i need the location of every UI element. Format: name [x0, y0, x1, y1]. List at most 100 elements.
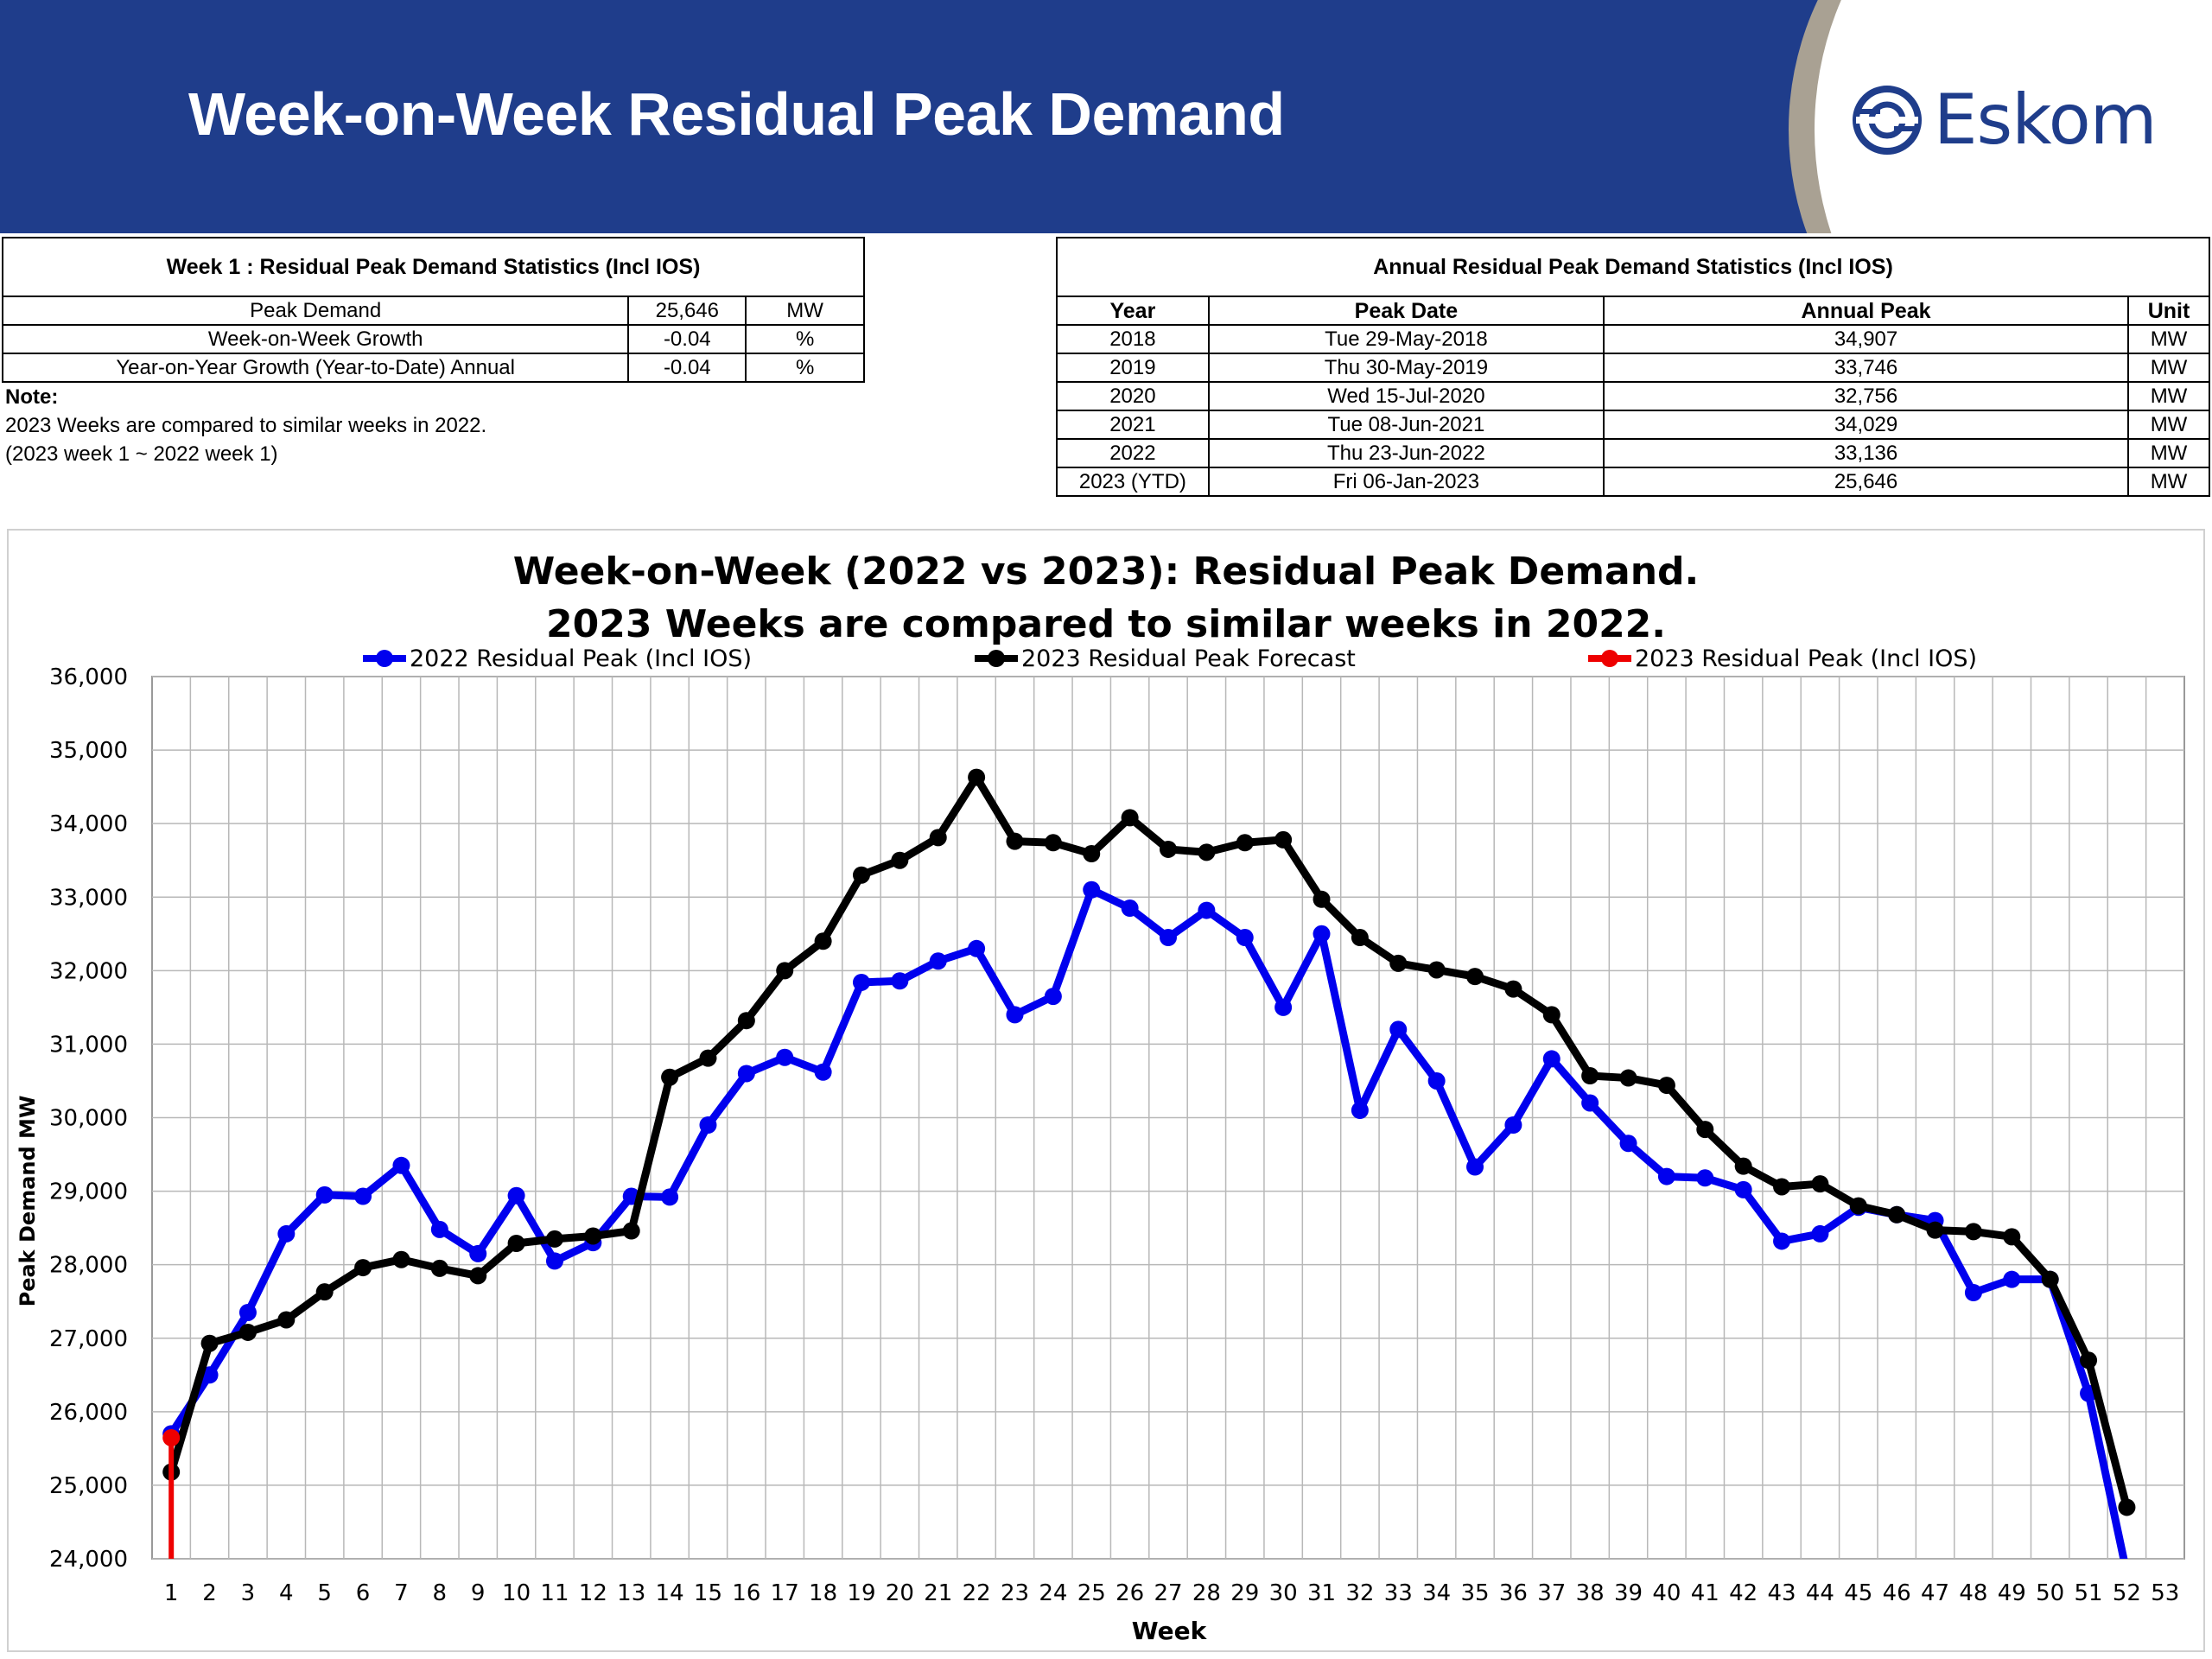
header-bar: Week-on-Week Residual Peak Demand Eskom: [0, 0, 2212, 233]
x-tick-label: 15: [694, 1580, 722, 1606]
year-cell: 2018: [1056, 324, 1210, 354]
data-point-2022: [1274, 998, 1293, 1016]
eskom-logo: Eskom: [1851, 79, 2158, 160]
data-point-2023-forecast: [1427, 961, 1446, 979]
x-tick-label: 19: [847, 1580, 875, 1606]
date-cell: Tue 29-May-2018: [1207, 324, 1605, 354]
chart-title-line-2: 2023 Weeks are compared to similar weeks…: [546, 602, 1666, 646]
data-point-2022: [277, 1224, 296, 1243]
unit-cell: MW: [2127, 467, 2210, 497]
data-point-2023-forecast: [200, 1334, 219, 1352]
y-tick-label: 34,000: [49, 811, 128, 837]
year-cell: 2023 (YTD): [1056, 467, 1210, 497]
data-point-2023-actual: [162, 1428, 181, 1446]
x-tick-label: 23: [1001, 1580, 1029, 1606]
table-row: 2018 Tue 29-May-2018 34,907 MW: [1056, 324, 2210, 354]
data-point-2023-forecast: [315, 1283, 334, 1301]
data-point-2022: [1389, 1020, 1408, 1039]
year-cell: 2021: [1056, 410, 1210, 440]
data-point-2022: [1006, 1006, 1024, 1024]
column-header: Annual Peak: [1603, 296, 2130, 326]
stat-unit: %: [745, 324, 865, 354]
peak-cell: 34,907: [1603, 324, 2130, 354]
x-tick-label: 45: [1844, 1580, 1872, 1606]
stat-label: Peak Demand: [1, 296, 630, 326]
x-tick-label: 26: [1116, 1580, 1144, 1606]
column-header: Peak Date: [1207, 296, 1605, 326]
data-point-2022: [1044, 988, 1062, 1006]
date-cell: Thu 30-May-2019: [1207, 353, 1605, 383]
data-point-2022: [1619, 1135, 1637, 1153]
y-tick-label: 30,000: [49, 1106, 128, 1132]
data-point-2023-forecast: [776, 962, 794, 980]
peak-cell: 33,746: [1603, 353, 2130, 383]
data-point-2023-forecast: [1581, 1067, 1599, 1085]
data-point-2022: [1657, 1167, 1675, 1185]
x-tick-label: 32: [1345, 1580, 1374, 1606]
data-point-2023-forecast: [1849, 1197, 1867, 1215]
x-tick-label: 22: [963, 1580, 991, 1606]
stat-value: 25,646: [627, 296, 747, 326]
data-point-2023-forecast: [1619, 1069, 1637, 1087]
y-axis-label: Peak Demand MW: [16, 1096, 40, 1307]
x-tick-label: 13: [617, 1580, 645, 1606]
data-point-2023-forecast: [1351, 929, 1369, 947]
data-point-2022: [661, 1188, 679, 1206]
x-tick-label: 44: [1806, 1580, 1834, 1606]
note-line-2: (2023 week 1 ~ 2022 week 1): [5, 442, 278, 466]
data-point-2022: [238, 1303, 257, 1321]
table-row: 2021 Tue 08-Jun-2021 34,029 MW: [1056, 410, 2210, 440]
series-line-2022: [168, 886, 2128, 1559]
unit-cell: MW: [2127, 353, 2210, 383]
column-header: Year: [1056, 296, 1210, 326]
eskom-emblem-icon: [1853, 85, 1922, 155]
x-tick-label: 53: [2151, 1580, 2179, 1606]
x-tick-label: 38: [1576, 1580, 1605, 1606]
x-tick-label: 33: [1384, 1580, 1413, 1606]
chart-frame: [7, 529, 2205, 1652]
date-cell: Wed 15-Jul-2020: [1207, 381, 1605, 411]
data-point-2023-forecast: [1198, 843, 1216, 861]
data-point-2023-forecast: [1236, 834, 1254, 852]
x-tick-label: 4: [279, 1580, 294, 1606]
data-point-2022: [737, 1065, 755, 1083]
data-point-2023-forecast: [1083, 845, 1101, 863]
table-header-row: Year Peak Date Annual Peak Unit: [1056, 296, 2210, 326]
data-point-2022: [1696, 1169, 1714, 1187]
data-point-2022: [1734, 1180, 1752, 1198]
data-point-2023-forecast: [1274, 830, 1293, 849]
x-tick-label: 14: [656, 1580, 684, 1606]
data-point-2023-forecast: [852, 866, 870, 884]
x-tick-label: 48: [1959, 1580, 1987, 1606]
peak-cell: 25,646: [1603, 467, 2130, 497]
data-point-2023-forecast: [737, 1012, 755, 1030]
legend-2023-forecast-label: 2023 Residual Peak Forecast: [1021, 645, 1356, 672]
data-point-2023-forecast: [1926, 1221, 1944, 1239]
page-title: Week-on-Week Residual Peak Demand: [188, 80, 1285, 148]
data-point-2023-forecast: [1811, 1175, 1829, 1193]
data-point-2023-forecast: [622, 1222, 640, 1240]
data-point-2022: [545, 1252, 563, 1270]
unit-cell: MW: [2127, 410, 2210, 440]
unit-cell: MW: [2127, 438, 2210, 468]
x-tick-label: 17: [771, 1580, 799, 1606]
data-point-2023-forecast: [354, 1259, 372, 1277]
note-block: Note: 2023 Weeks are compared to similar…: [5, 383, 486, 468]
stat-label: Year-on-Year Growth (Year-to-Date) Annua…: [1, 353, 630, 383]
x-tick-label: 6: [356, 1580, 371, 1606]
data-point-2022: [1198, 901, 1216, 919]
legend-2023-actual-label: 2023 Residual Peak (Incl IOS): [1635, 645, 1977, 672]
x-tick-label: 41: [1691, 1580, 1719, 1606]
x-tick-label: 1: [164, 1580, 179, 1606]
data-point-2023-forecast: [1313, 890, 1331, 908]
data-point-2022: [430, 1220, 448, 1238]
data-point-2023-forecast: [2118, 1498, 2136, 1516]
data-point-2023-forecast: [1504, 980, 1522, 998]
x-tick-label: 49: [1998, 1580, 2026, 1606]
table-row: 2023 (YTD) Fri 06-Jan-2023 25,646 MW: [1056, 467, 2210, 497]
stat-unit: %: [745, 353, 865, 383]
x-tick-label: 12: [579, 1580, 607, 1606]
y-tick-label: 25,000: [49, 1473, 128, 1499]
data-point-2023-forecast: [929, 829, 947, 847]
x-tick-label: 40: [1652, 1580, 1681, 1606]
